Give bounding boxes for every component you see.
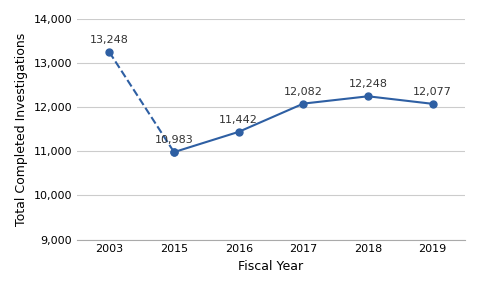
Text: 11,442: 11,442 — [219, 115, 258, 125]
Text: 12,248: 12,248 — [348, 79, 387, 89]
Text: 13,248: 13,248 — [90, 35, 129, 45]
Text: 12,077: 12,077 — [413, 87, 452, 97]
Text: 12,082: 12,082 — [284, 87, 323, 96]
Text: 10,983: 10,983 — [155, 135, 193, 145]
Y-axis label: Total Completed Investigations: Total Completed Investigations — [15, 33, 28, 226]
X-axis label: Fiscal Year: Fiscal Year — [239, 260, 303, 273]
